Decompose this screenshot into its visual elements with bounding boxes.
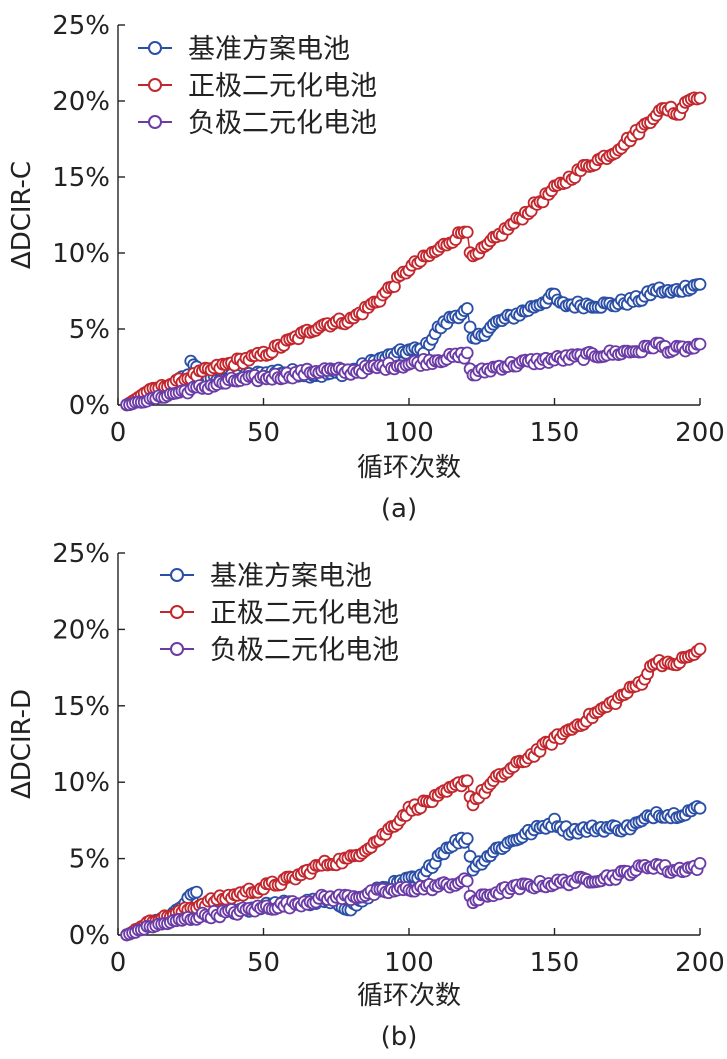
y-tick-label: 15% xyxy=(52,163,110,193)
x-tick-label: 0 xyxy=(110,418,127,448)
legend-label: 基准方案电池 xyxy=(188,34,350,65)
y-tick-label: 5% xyxy=(69,315,110,345)
y-tick-label: 0% xyxy=(69,921,110,951)
y-tick-label: 20% xyxy=(52,87,110,117)
legend-marker xyxy=(170,642,184,656)
chart-panel-b: 0% 5% 10% 15% 20% 25% 0 50 100 150 200 循环次数 ΔDCIR-D (… xyxy=(7,539,725,1052)
legend-marker xyxy=(148,41,162,55)
y-tick-label: 5% xyxy=(69,845,110,875)
panel-label: (a) xyxy=(381,494,417,524)
data-point xyxy=(693,642,707,656)
legend-marker xyxy=(148,115,162,129)
data-point xyxy=(693,91,707,105)
data-point xyxy=(190,885,204,899)
series-2 xyxy=(120,857,707,942)
y-tick-label: 20% xyxy=(52,615,110,645)
data-point xyxy=(693,337,707,351)
legend-marker xyxy=(170,605,184,619)
legend-label: 负极二元化电池 xyxy=(210,635,399,666)
data-point xyxy=(460,874,474,888)
x-tick-label: 0 xyxy=(110,948,127,978)
legend-label: 基准方案电池 xyxy=(210,561,372,592)
x-axis-label: 循环次数 xyxy=(357,981,461,1011)
y-tick-label: 10% xyxy=(52,239,110,269)
x-tick-label: 50 xyxy=(247,418,280,448)
x-tick-label: 200 xyxy=(675,418,725,448)
data-point xyxy=(460,302,474,315)
y-tick-label: 25% xyxy=(52,539,110,569)
data-point xyxy=(693,277,707,291)
x-tick-label: 100 xyxy=(384,418,434,448)
y-tick-label: 15% xyxy=(52,692,110,722)
x-tick-label: 150 xyxy=(530,418,580,448)
data-point xyxy=(460,225,474,239)
panel-label: (b) xyxy=(381,1022,418,1052)
legend-marker xyxy=(148,78,162,92)
legend-label: 正极二元化电池 xyxy=(210,598,399,629)
legend-label: 正极二元化电池 xyxy=(188,71,377,102)
x-tick-label: 50 xyxy=(247,948,280,978)
legend-marker xyxy=(170,568,184,582)
y-tick-label: 0% xyxy=(69,391,110,421)
data-point xyxy=(693,801,707,815)
series-2 xyxy=(120,336,707,412)
y-axis-label: ΔDCIR-D xyxy=(7,689,37,799)
chart-panel-a: 0% 5% 10% 15% 20% 25% 0 50 100 150 200 循环次数 ΔDCIR-C (… xyxy=(7,11,725,524)
x-tick-label: 100 xyxy=(384,948,434,978)
x-axis-label: 循环次数 xyxy=(357,453,461,483)
data-point xyxy=(460,832,474,845)
y-tick-label: 25% xyxy=(52,11,110,41)
legend-label: 负极二元化电池 xyxy=(188,108,377,139)
data-point xyxy=(693,857,707,870)
y-axis-label: ΔDCIR-C xyxy=(7,161,37,269)
y-tick-label: 10% xyxy=(52,768,110,798)
x-tick-label: 200 xyxy=(675,948,725,978)
data-point xyxy=(460,774,474,788)
data-point xyxy=(460,346,474,360)
series-1 xyxy=(120,642,707,942)
x-tick-label: 150 xyxy=(530,948,580,978)
